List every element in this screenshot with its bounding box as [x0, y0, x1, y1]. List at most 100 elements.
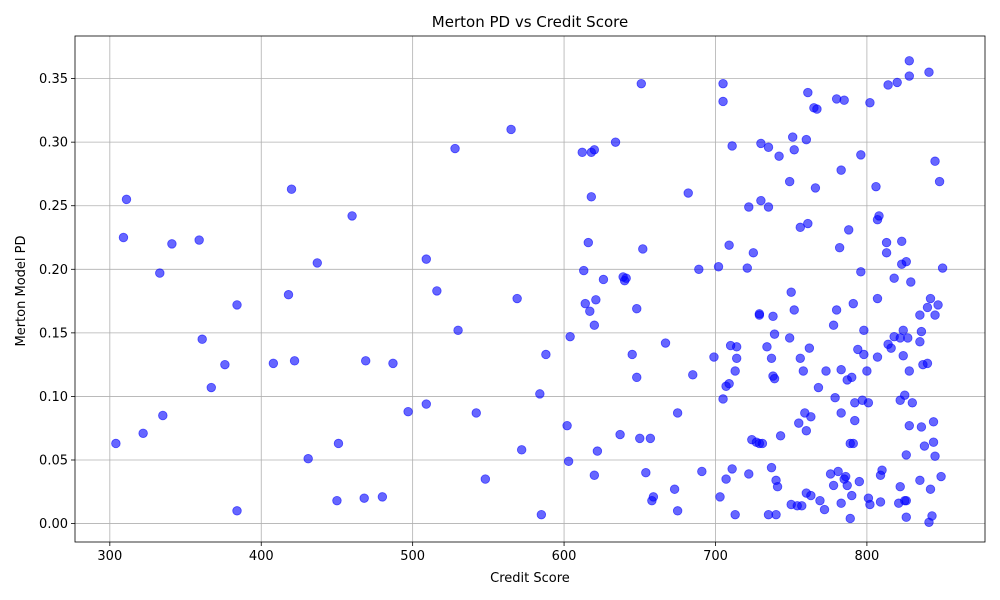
data-point [756, 138, 766, 149]
data-point [731, 353, 742, 363]
data-point [744, 469, 754, 479]
x-axis-label: Credit Score [490, 571, 570, 586]
data-point [786, 287, 796, 297]
data-point [421, 254, 431, 264]
x-tick-label: 300 [97, 549, 122, 564]
data-point [724, 240, 734, 250]
data-point [853, 344, 863, 355]
data-point [901, 256, 911, 267]
data-point [889, 273, 899, 283]
data-point [904, 56, 914, 66]
data-point [286, 184, 297, 194]
data-point [713, 262, 724, 272]
y-tick-label: 0.05 [39, 453, 68, 468]
data-point [471, 408, 481, 418]
data-point [916, 326, 927, 337]
data-point [715, 492, 725, 502]
data-point [118, 232, 129, 243]
data-point [772, 481, 783, 492]
x-tick-label: 600 [552, 549, 577, 564]
y-tick-label: 0.30 [39, 136, 68, 151]
data-point [828, 320, 839, 330]
data-point [232, 506, 242, 516]
data-point [915, 475, 925, 486]
data-point [839, 95, 849, 105]
data-point [848, 298, 858, 309]
data-point [903, 333, 913, 343]
data-point [803, 218, 813, 229]
data-point [333, 438, 344, 449]
data-point [821, 366, 831, 376]
data-point [937, 263, 948, 273]
data-point [158, 410, 168, 421]
data-point [563, 456, 574, 466]
data-point [762, 342, 772, 352]
data-point [377, 492, 388, 502]
data-point [784, 176, 795, 187]
data-point [709, 352, 719, 362]
data-point [683, 188, 693, 198]
data-point [632, 372, 642, 383]
data-point [718, 394, 728, 404]
data-points [111, 56, 948, 527]
data-point [589, 320, 600, 330]
data-point [875, 497, 886, 507]
data-point [769, 373, 780, 384]
data-point [836, 498, 846, 508]
data-point [872, 293, 883, 304]
data-point [421, 399, 431, 409]
data-point [874, 211, 884, 221]
data-point [865, 499, 875, 510]
data-point [850, 415, 860, 426]
data-point [831, 305, 842, 315]
data-point [854, 476, 865, 487]
data-point [859, 349, 869, 360]
data-point [585, 306, 595, 316]
data-point [934, 176, 945, 187]
data-point [859, 325, 869, 336]
data-point [697, 466, 707, 477]
data-point [111, 438, 121, 449]
data-point [167, 239, 177, 249]
data-point [788, 132, 798, 142]
data-point [804, 343, 815, 353]
data-point [924, 67, 934, 77]
y-tick-label: 0.20 [39, 263, 68, 278]
data-point [635, 433, 645, 444]
data-point [535, 389, 545, 399]
data-point [194, 235, 204, 245]
data-point [636, 78, 646, 89]
data-point [347, 211, 357, 221]
data-point [916, 422, 927, 432]
data-point [919, 441, 930, 451]
data-point [763, 142, 774, 152]
data-point [863, 398, 874, 408]
data-point [928, 437, 939, 447]
data-point [798, 366, 809, 376]
data-point [842, 480, 852, 491]
data-point [669, 484, 680, 494]
data-point [771, 509, 781, 520]
data-point [660, 338, 671, 348]
data-point [915, 337, 925, 347]
data-point [901, 450, 911, 460]
data-point [774, 151, 784, 161]
data-point [833, 466, 843, 477]
data-point [283, 290, 294, 300]
y-axis: 0.00 0.05 0.10 0.15 0.20 0.25 0.30 0.35 [39, 72, 75, 532]
data-point [901, 512, 911, 522]
data-point [813, 382, 824, 393]
data-point [718, 96, 728, 107]
data-point [672, 408, 683, 418]
data-point [303, 454, 313, 464]
data-point [836, 365, 846, 375]
data-point [856, 150, 866, 160]
data-point [589, 470, 600, 480]
data-point [922, 302, 933, 313]
data-point [727, 464, 737, 474]
data-point [645, 433, 656, 444]
data-point [565, 331, 575, 342]
y-tick-label: 0.00 [39, 517, 68, 532]
